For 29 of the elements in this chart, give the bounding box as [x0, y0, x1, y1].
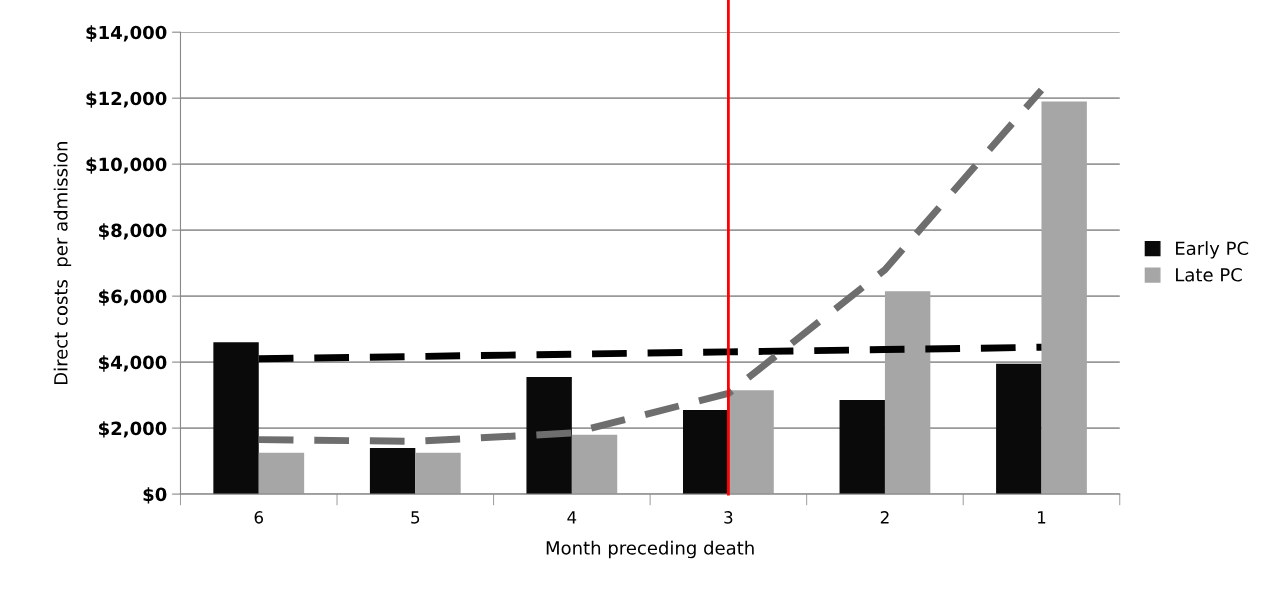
y-tick-label: $0 — [143, 487, 167, 504]
y-tick-label: $10,000 — [86, 157, 167, 174]
x-tick-label: 1 — [1038, 511, 1046, 524]
bar — [1041, 101, 1087, 495]
x-tick-label: 4 — [567, 511, 577, 524]
bar — [369, 447, 416, 495]
x-axis-title: Month preceding death — [546, 540, 754, 559]
x-tick-label: 6 — [254, 511, 264, 524]
bar — [526, 376, 572, 495]
y-tick-label: $4,000 — [99, 355, 167, 372]
bar — [996, 363, 1042, 495]
y-axis-title: Direct costs per admission — [53, 142, 72, 385]
legend-label: Early PC — [1176, 241, 1249, 259]
y-tick-label: $8,000 — [99, 223, 167, 240]
bar — [682, 409, 729, 495]
y-tick-label: $6,000 — [99, 289, 167, 306]
x-tick-label: 2 — [880, 511, 889, 524]
bar — [415, 452, 461, 495]
bar — [839, 400, 885, 495]
y-tick-label: $2,000 — [99, 421, 167, 438]
legend-label: Late PC — [1176, 267, 1242, 282]
x-tick-label: 3 — [724, 511, 733, 524]
bar — [728, 390, 774, 495]
y-tick-label: $14,000 — [86, 25, 167, 42]
y-tick-label: $12,000 — [86, 91, 167, 108]
bar — [884, 291, 931, 495]
bar — [571, 434, 618, 495]
x-tick-label: 5 — [411, 511, 420, 524]
bar — [258, 452, 305, 495]
